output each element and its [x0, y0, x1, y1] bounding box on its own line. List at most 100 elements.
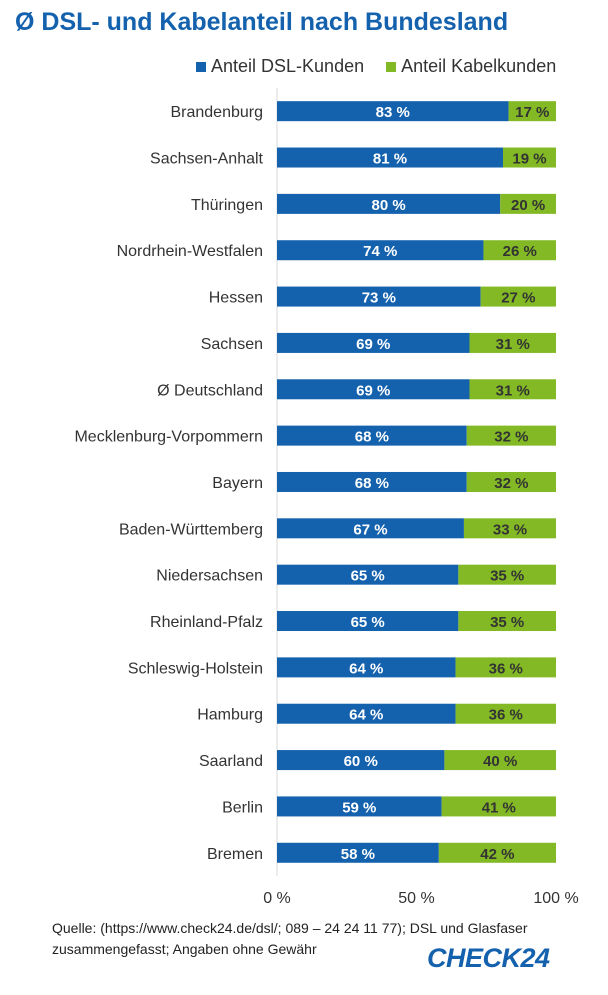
category-label: Thüringen — [191, 197, 263, 214]
bar-cable — [508, 101, 556, 122]
category-label: Schleswig-Holstein — [128, 660, 263, 677]
data-label-dsl: 65 % — [351, 568, 385, 585]
category-label: Nordrhein-Westfalen — [117, 243, 263, 260]
data-label-cable: 42 % — [480, 846, 514, 863]
bar-cable — [444, 750, 556, 771]
source-line-1: Quelle: (https://www.check24.de/dsl/; 08… — [52, 920, 528, 936]
bar-cable — [469, 332, 556, 353]
data-label-cable: 35 % — [490, 568, 524, 585]
legend-swatch-dsl — [196, 61, 206, 72]
data-label-cable: 36 % — [489, 707, 523, 724]
legend-swatch-cable — [386, 61, 397, 72]
category-label: Ø Deutschland — [157, 382, 263, 399]
data-label-dsl: 80 % — [371, 197, 405, 214]
bar-dsl — [277, 796, 442, 817]
category-label: Sachsen-Anhalt — [150, 151, 264, 168]
data-label-cable: 41 % — [482, 799, 516, 816]
bar-cable — [483, 240, 556, 261]
source-line-2: zusammengefasst; Angaben ohne Gewähr — [52, 941, 317, 957]
x-tick-label: 50 % — [398, 890, 434, 907]
bar-cable — [502, 147, 556, 168]
category-label: Rheinland-Pfalz — [150, 614, 263, 631]
category-label: Bremen — [207, 846, 263, 863]
data-label-cable: 31 % — [496, 336, 530, 353]
bar-dsl — [277, 240, 484, 261]
bar-cable — [458, 611, 556, 632]
category-label: Niedersachsen — [156, 568, 263, 585]
bar-dsl — [277, 750, 445, 771]
category-label: Berlin — [222, 799, 263, 816]
data-label-cable: 40 % — [483, 753, 517, 770]
bar-dsl — [277, 564, 459, 585]
bar-cable — [463, 518, 556, 539]
data-label-dsl: 83 % — [376, 104, 410, 121]
bar-dsl — [277, 703, 456, 724]
category-label: Bayern — [212, 475, 263, 492]
data-label-dsl: 73 % — [362, 290, 396, 307]
data-label-cable: 17 % — [515, 104, 549, 121]
data-label-cable: 32 % — [494, 475, 528, 492]
data-label-dsl: 58 % — [341, 846, 375, 863]
data-label-dsl: 64 % — [349, 660, 383, 677]
bar-cable — [441, 796, 556, 817]
data-label-dsl: 74 % — [363, 243, 397, 260]
bar-cable — [458, 564, 556, 585]
legend-item-dsl: Anteil DSL-Kunden — [196, 56, 364, 77]
data-label-dsl: 67 % — [353, 521, 387, 538]
x-tick-label: 0 % — [263, 890, 291, 907]
data-label-dsl: 81 % — [373, 151, 407, 168]
category-label: Hamburg — [197, 707, 263, 724]
bar-cable — [480, 286, 556, 307]
bar-dsl — [277, 471, 467, 492]
data-label-dsl: 68 % — [355, 475, 389, 492]
bar-dsl — [277, 147, 503, 168]
bar-cable — [455, 703, 556, 724]
category-label: Baden-Württemberg — [119, 521, 263, 538]
bar-dsl — [277, 332, 470, 353]
bar-dsl — [277, 842, 439, 863]
bar-dsl — [277, 286, 481, 307]
bar-cable — [469, 379, 556, 400]
bar-cable — [466, 425, 556, 446]
bar-cable — [466, 471, 556, 492]
data-label-dsl: 68 % — [355, 429, 389, 446]
data-label-dsl: 59 % — [342, 799, 376, 816]
bar-dsl — [277, 611, 459, 632]
data-label-cable: 26 % — [503, 243, 537, 260]
category-label: Saarland — [199, 753, 263, 770]
x-tick-label: 100 % — [533, 890, 578, 907]
chart-title: Ø DSL- und Kabelanteil nach Bundesland — [15, 8, 509, 36]
data-label-cable: 36 % — [489, 660, 523, 677]
data-label-cable: 19 % — [512, 151, 546, 168]
bar-dsl — [277, 379, 470, 400]
category-label: Mecklenburg-Vorpommern — [74, 429, 263, 446]
category-label: Sachsen — [201, 336, 263, 353]
data-label-dsl: 64 % — [349, 707, 383, 724]
category-label: Hessen — [209, 290, 263, 307]
bar-dsl — [277, 657, 456, 678]
bar-dsl — [277, 518, 464, 539]
category-label: Brandenburg — [170, 104, 263, 121]
legend-label-dsl: Anteil DSL-Kunden — [211, 56, 365, 76]
bar-cable — [438, 842, 556, 863]
data-label-dsl: 69 % — [356, 382, 390, 399]
data-label-cable: 32 % — [494, 429, 528, 446]
bar-dsl — [277, 193, 501, 214]
bar-cable — [455, 657, 556, 678]
check24-logo: CHECK24 — [427, 943, 550, 973]
bar-dsl — [277, 425, 467, 446]
source-note: Quelle: (https://www.check24.de/dsl/; 08… — [52, 918, 528, 960]
bar-cable — [500, 193, 556, 214]
data-label-dsl: 60 % — [344, 753, 378, 770]
bar-chart: Brandenburg 83 % 17 % Sachsen-Anhalt 81 % 19 … — [74, 88, 579, 907]
legend-item-cable: Anteil Kabelkunden — [386, 56, 556, 77]
data-label-cable: 31 % — [496, 382, 530, 399]
data-label-cable: 27 % — [501, 290, 535, 307]
legend: Anteil DSL-Kunden Anteil Kabelkunden — [196, 56, 578, 77]
data-label-cable: 35 % — [490, 614, 524, 631]
data-label-dsl: 65 % — [351, 614, 385, 631]
data-label-dsl: 69 % — [356, 336, 390, 353]
data-label-cable: 20 % — [511, 197, 545, 214]
legend-label-cable: Anteil Kabelkunden — [401, 56, 557, 76]
bar-dsl — [277, 101, 509, 122]
